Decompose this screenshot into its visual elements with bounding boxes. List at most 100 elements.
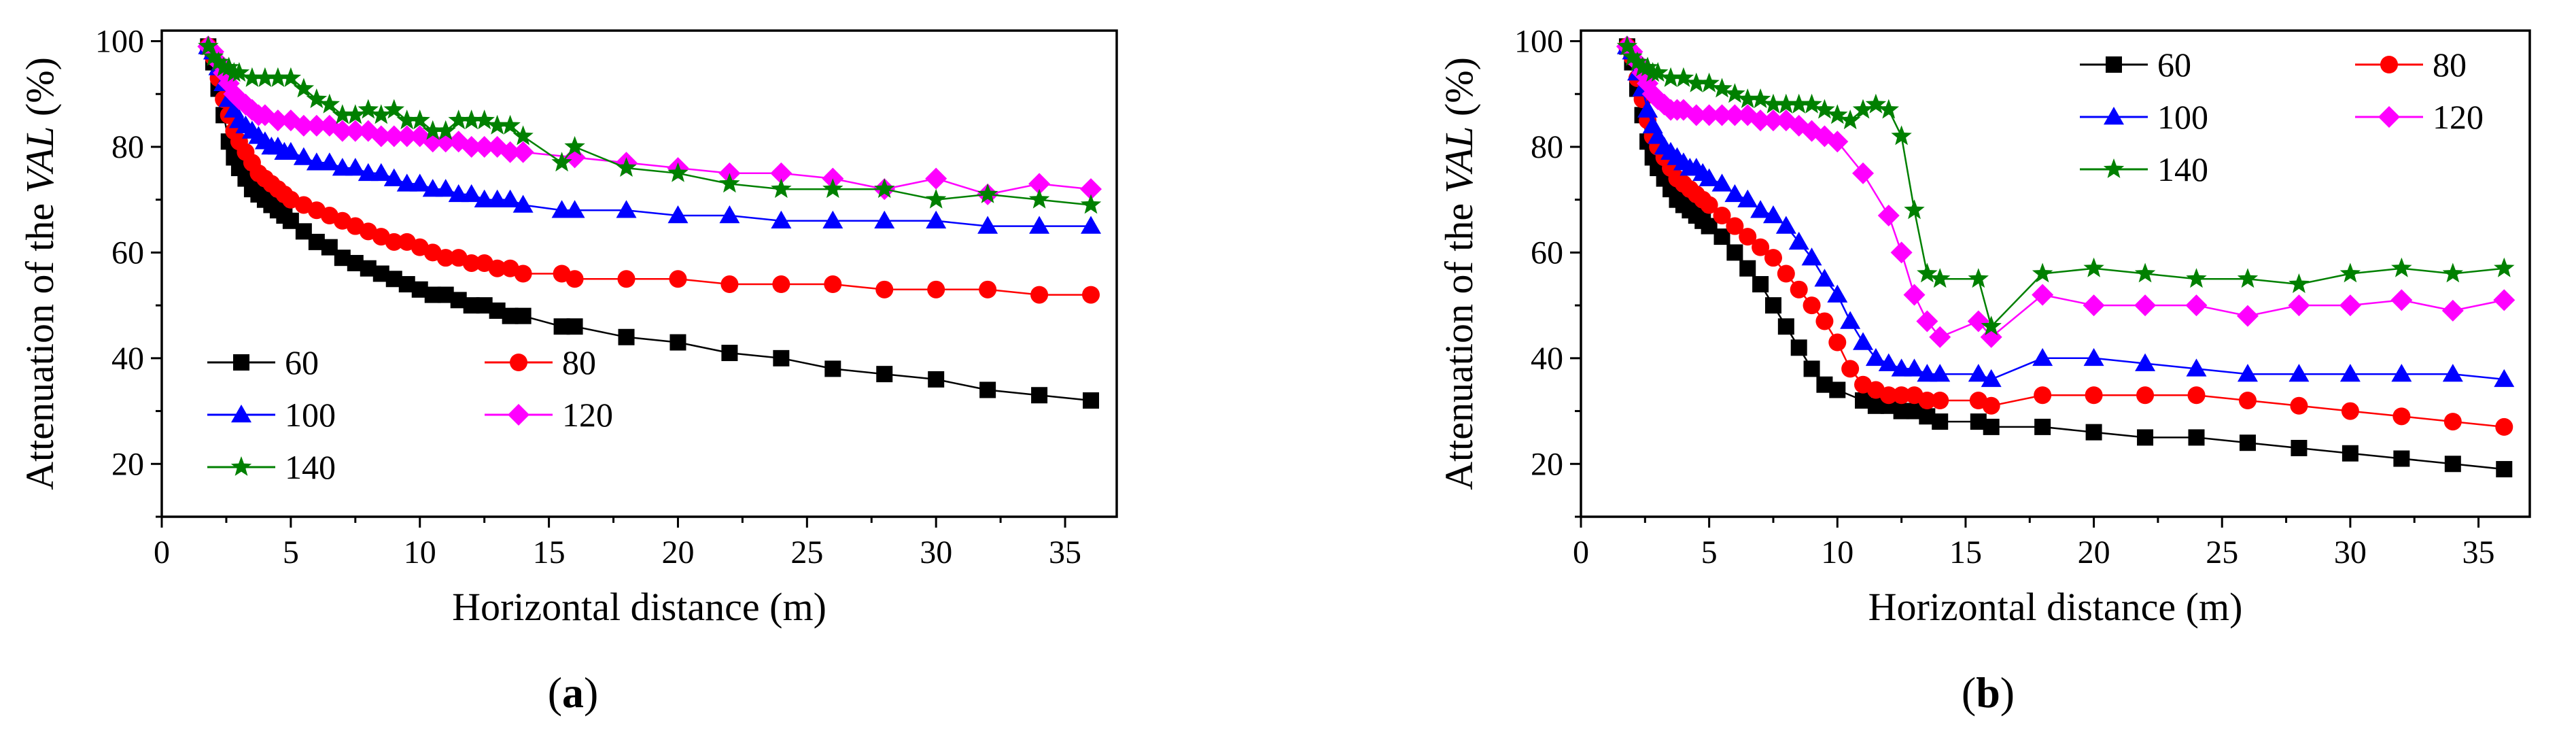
panel-label-open: ( bbox=[1962, 668, 1976, 717]
data-point-100 bbox=[370, 163, 391, 182]
x-axis-title: Horizontal distance (m) bbox=[1868, 585, 2243, 629]
data-point-140 bbox=[1981, 315, 2002, 336]
data-point-140 bbox=[422, 120, 443, 140]
data-point-120 bbox=[2390, 289, 2413, 311]
data-point-140 bbox=[267, 67, 289, 87]
data-point-120 bbox=[1750, 109, 1772, 132]
data-point-140 bbox=[1028, 188, 1050, 209]
data-point-140 bbox=[1660, 67, 1682, 87]
legend-label-100: 100 bbox=[2157, 98, 2208, 136]
panel-label-open: ( bbox=[548, 668, 562, 717]
data-point-100 bbox=[874, 210, 895, 229]
data-point-120 bbox=[383, 125, 405, 148]
data-point-100 bbox=[332, 158, 353, 176]
data-point-140 bbox=[1626, 51, 1648, 71]
data-point-140 bbox=[448, 109, 469, 130]
x-tick-label: 35 bbox=[1049, 534, 1081, 570]
data-point-140 bbox=[241, 67, 263, 87]
data-point-80 bbox=[1777, 264, 1795, 283]
series-80 bbox=[1618, 37, 2513, 436]
data-point-140 bbox=[512, 125, 534, 146]
data-point-140 bbox=[1622, 46, 1643, 66]
data-point-140 bbox=[396, 109, 417, 130]
data-point-140 bbox=[2391, 257, 2412, 277]
data-point-120 bbox=[331, 120, 353, 142]
data-point-140 bbox=[977, 183, 998, 203]
data-point-100 bbox=[2032, 347, 2053, 366]
data-point-60 bbox=[824, 360, 841, 377]
data-point-60 bbox=[2034, 418, 2051, 435]
panel-label: (a) bbox=[548, 668, 599, 717]
data-point-100 bbox=[306, 152, 327, 171]
data-point-140 bbox=[2186, 268, 2207, 288]
data-point-140 bbox=[461, 109, 482, 130]
data-point-100 bbox=[345, 158, 366, 176]
data-point-80 bbox=[488, 259, 506, 277]
legend-marker-60 bbox=[2106, 56, 2122, 73]
legend-marker-140 bbox=[230, 456, 252, 476]
data-point-140 bbox=[1917, 262, 1938, 283]
data-point-100 bbox=[2186, 358, 2207, 377]
data-point-120 bbox=[266, 109, 289, 132]
legend-marker-80 bbox=[510, 354, 527, 371]
data-point-100 bbox=[1801, 247, 1822, 266]
data-point-140 bbox=[306, 88, 328, 108]
data-point-140 bbox=[370, 104, 391, 124]
data-point-140 bbox=[435, 120, 456, 140]
data-point-100 bbox=[319, 152, 340, 171]
data-point-100 bbox=[383, 168, 404, 186]
data-point-120 bbox=[1980, 326, 2002, 348]
data-point-120 bbox=[1890, 241, 1913, 264]
data-point-80 bbox=[2034, 386, 2052, 405]
data-point-140 bbox=[2494, 257, 2515, 277]
data-point-80 bbox=[1739, 228, 1757, 246]
series-140 bbox=[198, 35, 1102, 214]
data-point-120 bbox=[2032, 284, 2054, 306]
data-point-140 bbox=[198, 35, 219, 56]
data-point-100 bbox=[1788, 231, 1809, 250]
data-point-120 bbox=[1711, 104, 1733, 126]
data-point-140 bbox=[1673, 67, 1694, 87]
data-point-60 bbox=[2291, 439, 2308, 456]
data-point-80 bbox=[824, 275, 842, 294]
data-point-140 bbox=[1865, 93, 1887, 114]
data-point-140 bbox=[2237, 268, 2259, 288]
y-axis-title: Attenuation of the VAL (%) bbox=[1437, 57, 1481, 490]
x-tick-label: 15 bbox=[533, 534, 565, 570]
data-point-120 bbox=[2493, 289, 2516, 311]
legend-label-120: 120 bbox=[562, 396, 613, 434]
data-point-100 bbox=[1878, 353, 1899, 371]
data-point-60 bbox=[2085, 424, 2102, 441]
x-tick-label: 0 bbox=[1573, 534, 1589, 570]
data-point-100 bbox=[280, 141, 301, 160]
y-tick-label: 60 bbox=[111, 235, 144, 271]
data-point-140 bbox=[280, 67, 302, 87]
data-point-140 bbox=[208, 51, 229, 71]
data-point-120 bbox=[770, 162, 793, 184]
data-point-80 bbox=[979, 280, 997, 298]
data-point-120 bbox=[344, 120, 366, 142]
data-point-120 bbox=[305, 114, 328, 137]
data-point-100 bbox=[1711, 173, 1733, 192]
legend-marker-140 bbox=[2103, 158, 2125, 178]
data-point-80 bbox=[617, 270, 636, 288]
data-point-80 bbox=[1764, 249, 1782, 267]
data-point-140 bbox=[1878, 99, 1899, 119]
data-point-60 bbox=[2393, 450, 2410, 467]
data-point-80 bbox=[2136, 386, 2155, 405]
legend-label-60: 60 bbox=[2157, 46, 2191, 84]
data-point-120 bbox=[1724, 104, 1746, 126]
data-point-80 bbox=[1726, 217, 1744, 235]
data-point-80 bbox=[2341, 402, 2359, 420]
legend-marker-80 bbox=[2380, 56, 2398, 73]
data-point-60 bbox=[1752, 276, 1769, 293]
data-point-140 bbox=[358, 99, 379, 119]
data-point-140 bbox=[1724, 83, 1745, 103]
data-point-100 bbox=[926, 210, 947, 229]
data-point-140 bbox=[487, 114, 508, 135]
data-point-80 bbox=[2495, 417, 2513, 436]
data-point-100 bbox=[1904, 358, 1925, 377]
chart-panel-b: 0 5 10 15 20 25 30 35 20 40 60 80 100 Horizontal dist… bbox=[1437, 24, 2531, 717]
data-point-140 bbox=[1968, 268, 1989, 288]
data-point-60 bbox=[669, 334, 686, 351]
